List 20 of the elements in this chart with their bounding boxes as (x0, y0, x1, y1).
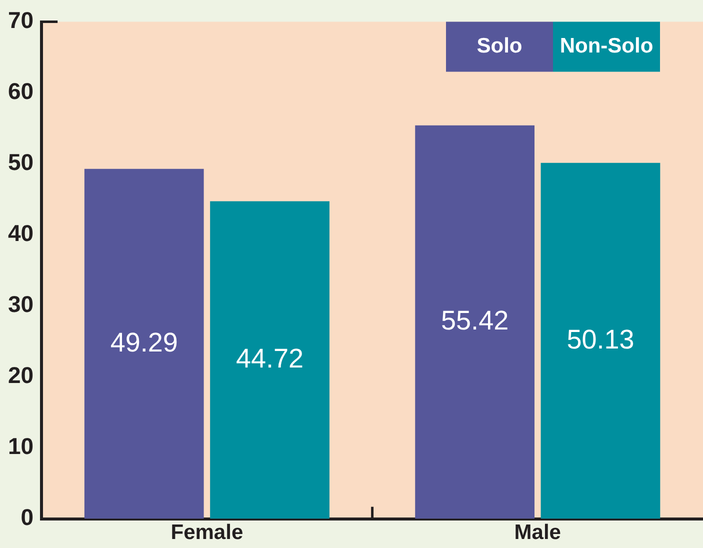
bar (210, 201, 330, 519)
data-label: 49.29 (110, 327, 178, 358)
text: Solo (476, 34, 522, 58)
bar (540, 162, 660, 519)
data-label: 50.13 (566, 324, 634, 354)
x-tick-label: Male (514, 521, 561, 544)
y-tick-label: 20 (8, 362, 34, 388)
data-label: 44.72 (236, 343, 304, 374)
y-tick-label: 10 (8, 433, 34, 460)
data-label: 55.42 (441, 306, 509, 336)
y-tick-label: 50 (8, 149, 34, 176)
bar (84, 168, 204, 519)
y-tick-label: 0 (20, 504, 34, 530)
text: Non-Solo (560, 34, 654, 58)
x-tick-label: Female (170, 521, 244, 544)
y-tick-label: 70 (8, 7, 34, 34)
y-tick-label: 60 (8, 78, 34, 104)
bar (415, 125, 535, 519)
y-tick-label: 40 (8, 220, 34, 246)
y-tick-label: 30 (8, 291, 34, 318)
